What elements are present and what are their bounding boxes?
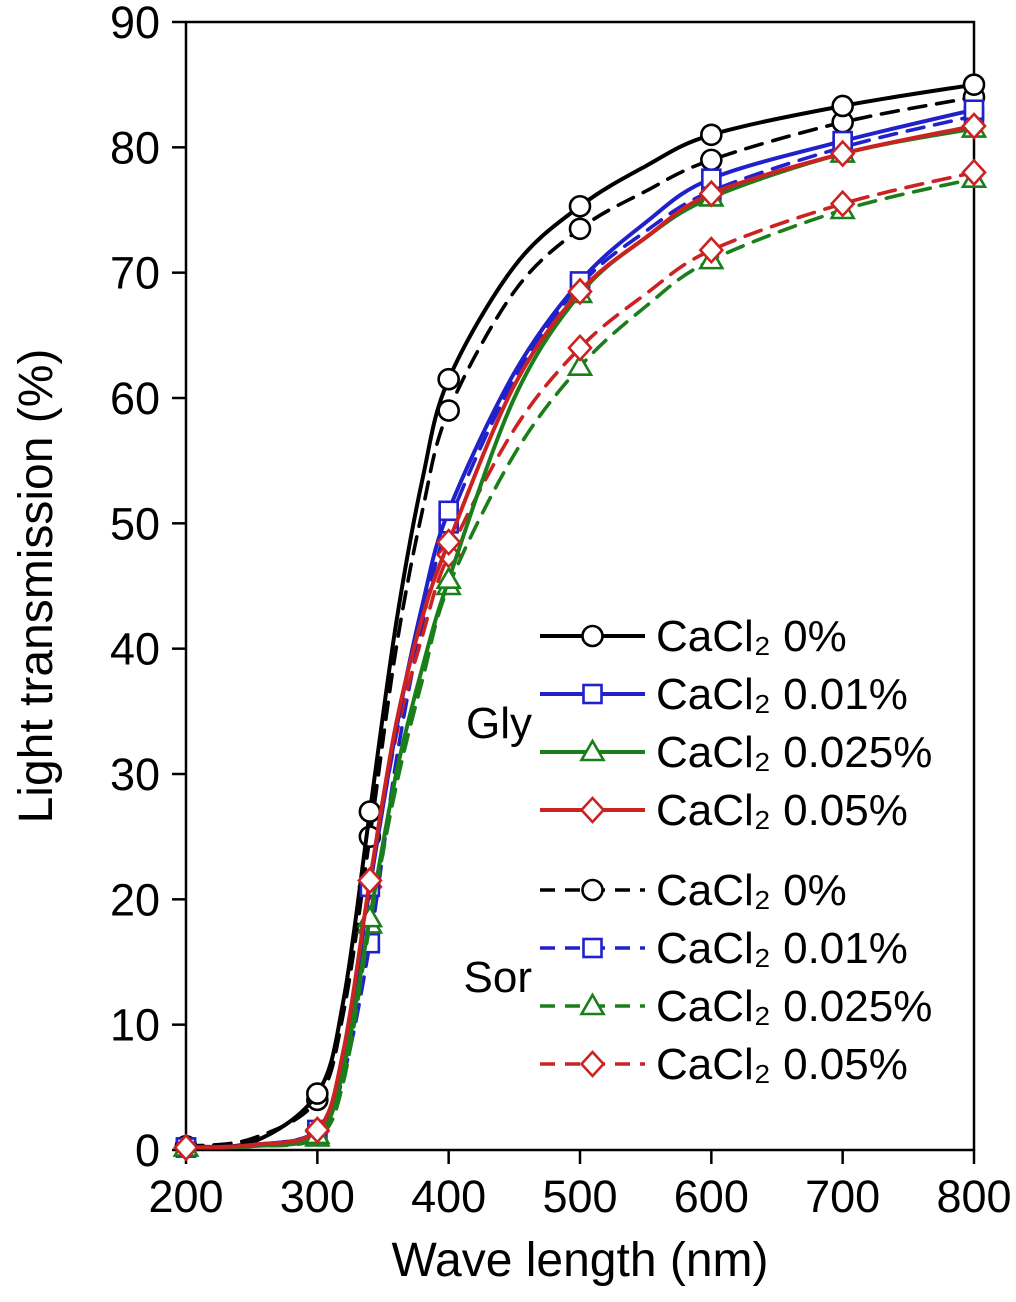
legend-label-Sor-triangle: CaCl₂ 0.025% xyxy=(656,982,932,1031)
legend-label-Sor-circle: CaCl₂ 0% xyxy=(656,866,847,915)
series-marker-Gly-diamond xyxy=(357,866,383,895)
legend-marker-Sor-square xyxy=(582,937,603,959)
x-tick-label: 200 xyxy=(148,1171,223,1222)
legend-marker-Gly-diamond xyxy=(579,796,606,824)
series-marker-Gly-circle xyxy=(358,800,382,823)
series-line-Sor-square xyxy=(184,114,976,1150)
legend-label-Gly-circle: CaCl₂ 0% xyxy=(656,612,847,661)
x-tick-label: 500 xyxy=(542,1171,617,1222)
y-tick-label: 30 xyxy=(110,749,160,800)
y-axis-title: Light transmission (%) xyxy=(10,349,63,824)
legend-label-Gly-square: CaCl₂ 0.01% xyxy=(656,670,908,719)
series-marker-Gly-circle xyxy=(700,123,723,147)
series-marker-Gly-triangle xyxy=(435,566,462,590)
legend-label-Gly-diamond: CaCl₂ 0.05% xyxy=(656,786,908,835)
legend-marker-Gly-circle xyxy=(581,624,604,648)
plot-border xyxy=(184,20,976,1152)
y-tick-label: 0 xyxy=(135,1125,160,1176)
legend-label-Sor-square: CaCl₂ 0.01% xyxy=(656,924,908,973)
x-tick-label: 700 xyxy=(805,1171,880,1222)
series-marker-Gly-diamond xyxy=(173,1133,199,1162)
series-marker-Gly-diamond xyxy=(567,277,593,306)
series-marker-Gly-diamond xyxy=(435,528,462,557)
y-tick-label: 90 xyxy=(110,0,160,48)
legend-marker-Gly-triangle xyxy=(579,738,606,762)
series-marker-Sor-circle xyxy=(568,217,592,241)
x-tick-label: 300 xyxy=(280,1171,355,1222)
legend-label-Sor-diamond: CaCl₂ 0.05% xyxy=(656,1040,908,1089)
x-axis-title: Wave length (nm) xyxy=(391,1234,768,1287)
series-marker-Gly-circle xyxy=(962,73,986,96)
series-line-Sor-diamond xyxy=(184,170,976,1150)
series-marker-Gly-diamond xyxy=(304,1116,331,1144)
legend-label-Gly-triangle: CaCl₂ 0.025% xyxy=(656,728,932,777)
y-tick-label: 20 xyxy=(110,874,160,925)
series-marker-Gly-circle xyxy=(831,94,854,118)
y-tick-label: 40 xyxy=(110,624,160,675)
x-tick-label: 800 xyxy=(936,1171,1011,1222)
legend-group-gly: Gly xyxy=(466,699,532,748)
y-tick-label: 80 xyxy=(110,122,160,173)
y-tick-label: 10 xyxy=(110,1000,160,1051)
series-marker-Sor-circle xyxy=(437,399,460,422)
series-marker-Gly-diamond xyxy=(961,112,987,140)
series-marker-Sor-triangle xyxy=(566,353,594,376)
x-tick-label: 600 xyxy=(674,1171,749,1222)
series-marker-Sor-circle xyxy=(700,148,723,172)
series-marker-Sor-diamond xyxy=(961,158,987,187)
y-tick-label: 70 xyxy=(110,248,160,299)
series-marker-Gly-circle xyxy=(568,194,592,218)
series-marker-Gly-circle xyxy=(437,367,460,391)
legend-marker-Sor-diamond xyxy=(579,1050,606,1078)
series-marker-Gly-diamond xyxy=(698,179,725,208)
series-marker-Gly-diamond xyxy=(829,139,856,168)
series-marker-Gly-square xyxy=(438,500,459,522)
legend-marker-Gly-square xyxy=(582,683,603,705)
series-marker-Sor-diamond xyxy=(567,333,593,362)
series-marker-Sor-diamond xyxy=(829,189,856,218)
x-tick-label: 400 xyxy=(411,1171,486,1222)
series-marker-Sor-diamond xyxy=(698,236,725,265)
series-marker-Gly-circle xyxy=(306,1082,329,1105)
legend-marker-Sor-circle xyxy=(581,878,604,902)
legend-marker-Sor-triangle xyxy=(579,992,606,1016)
y-tick-label: 60 xyxy=(110,373,160,424)
series-line-Sor-circle xyxy=(184,95,976,1148)
legend-group-sor: Sor xyxy=(464,953,532,1002)
y-tick-label: 50 xyxy=(110,498,160,549)
